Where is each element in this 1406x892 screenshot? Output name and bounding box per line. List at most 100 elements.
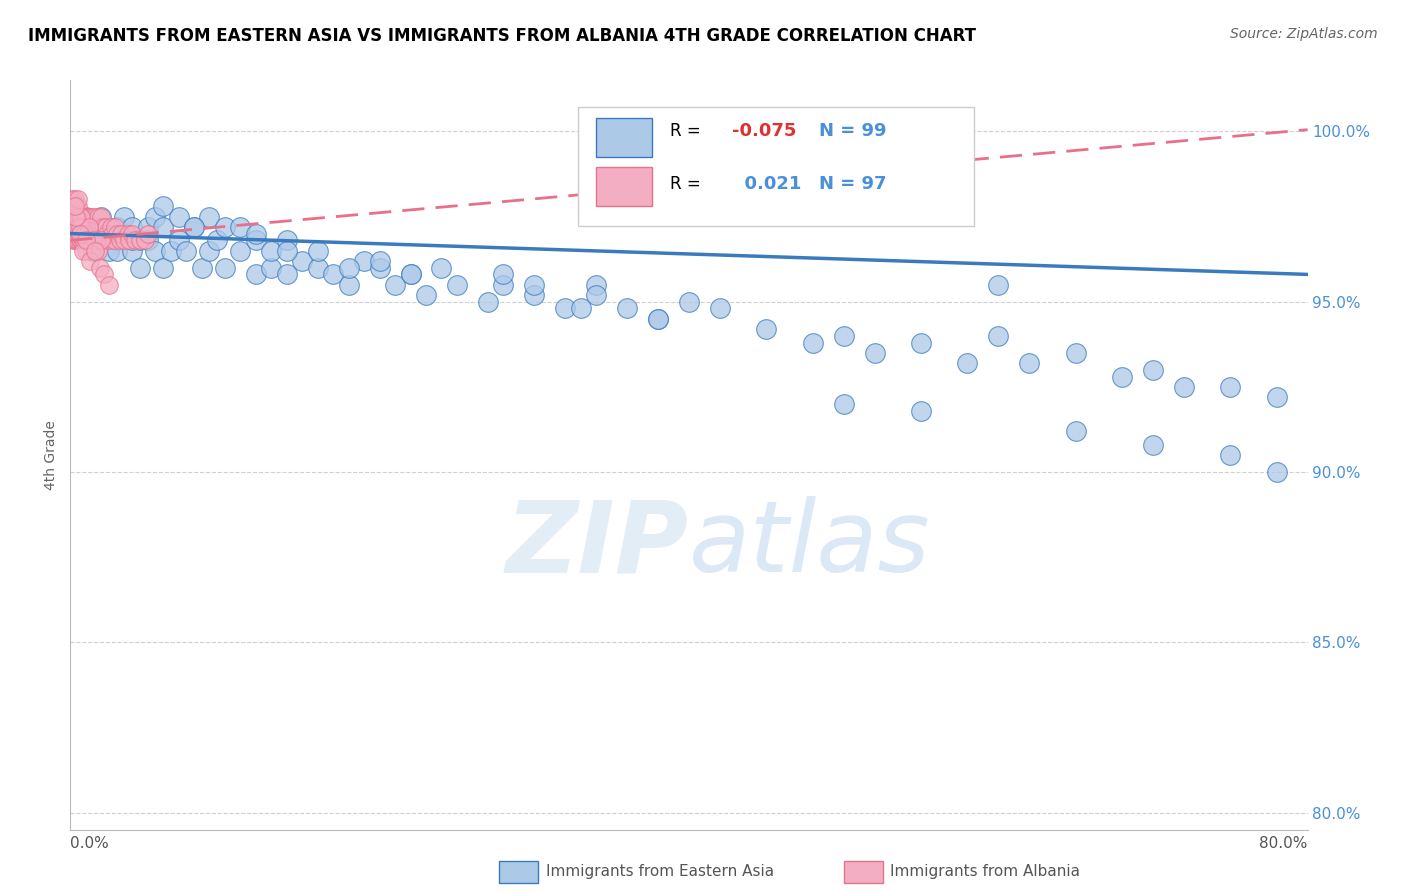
Point bbox=[69, 219, 91, 234]
Point bbox=[70, 219, 93, 234]
Point bbox=[245, 227, 267, 241]
Point bbox=[114, 227, 135, 241]
Point bbox=[67, 193, 90, 207]
Point bbox=[307, 260, 329, 275]
Point bbox=[245, 268, 267, 282]
Point bbox=[73, 233, 96, 247]
Point bbox=[62, 219, 84, 234]
Point bbox=[477, 294, 499, 309]
Point bbox=[1111, 369, 1133, 384]
Point bbox=[65, 210, 87, 224]
Point bbox=[75, 227, 97, 241]
Point bbox=[134, 233, 156, 247]
Point bbox=[1219, 380, 1241, 394]
Point bbox=[276, 233, 298, 247]
Point bbox=[647, 311, 669, 326]
Point bbox=[145, 244, 166, 258]
Point bbox=[101, 227, 124, 241]
Point bbox=[76, 219, 98, 234]
Point bbox=[616, 301, 638, 316]
Point bbox=[353, 253, 375, 268]
Point bbox=[117, 227, 139, 241]
Point bbox=[86, 233, 108, 247]
Point bbox=[260, 244, 283, 258]
Point bbox=[65, 233, 87, 247]
Point bbox=[183, 219, 205, 234]
Point bbox=[910, 403, 932, 417]
Point bbox=[98, 277, 120, 292]
Point bbox=[124, 233, 146, 247]
Point bbox=[90, 233, 112, 247]
Point bbox=[987, 277, 1010, 292]
Point bbox=[1142, 363, 1164, 377]
Point bbox=[105, 227, 128, 241]
Point bbox=[368, 260, 391, 275]
Point bbox=[89, 219, 111, 234]
Point bbox=[755, 322, 778, 336]
Point bbox=[84, 210, 107, 224]
Point bbox=[65, 219, 87, 234]
Point bbox=[104, 219, 127, 234]
Point bbox=[430, 260, 453, 275]
Point bbox=[94, 219, 117, 234]
Point bbox=[121, 227, 143, 241]
Point bbox=[554, 301, 576, 316]
Point bbox=[1219, 448, 1241, 462]
Point bbox=[75, 233, 97, 247]
Point bbox=[183, 219, 205, 234]
Point bbox=[75, 210, 97, 224]
Point bbox=[93, 227, 115, 241]
Point bbox=[90, 210, 112, 224]
Point bbox=[77, 227, 100, 241]
Text: -0.075: -0.075 bbox=[733, 122, 797, 140]
FancyBboxPatch shape bbox=[578, 106, 973, 227]
Point bbox=[105, 219, 128, 234]
Point bbox=[152, 199, 174, 213]
Point bbox=[73, 210, 96, 224]
Point bbox=[70, 233, 93, 247]
Text: atlas: atlas bbox=[689, 496, 931, 593]
Text: R =: R = bbox=[671, 122, 702, 140]
Point bbox=[585, 277, 607, 292]
Point bbox=[399, 268, 422, 282]
Point bbox=[82, 244, 105, 258]
Point bbox=[96, 227, 118, 241]
Point bbox=[1265, 390, 1288, 404]
Point bbox=[105, 233, 128, 247]
Point bbox=[260, 260, 283, 275]
Point bbox=[86, 219, 108, 234]
Point bbox=[90, 210, 112, 224]
Point bbox=[63, 219, 86, 234]
FancyBboxPatch shape bbox=[596, 167, 652, 206]
Point bbox=[523, 288, 546, 302]
Point bbox=[90, 227, 112, 241]
Point bbox=[110, 227, 132, 241]
Point bbox=[415, 288, 437, 302]
Point bbox=[167, 210, 190, 224]
Point bbox=[368, 253, 391, 268]
Point bbox=[832, 328, 855, 343]
Point bbox=[136, 233, 159, 247]
Text: ZIP: ZIP bbox=[506, 496, 689, 593]
Point bbox=[114, 233, 135, 247]
Point bbox=[863, 345, 886, 359]
Text: 0.0%: 0.0% bbox=[70, 837, 110, 851]
Text: Immigrants from Albania: Immigrants from Albania bbox=[890, 864, 1080, 879]
Point bbox=[956, 356, 979, 370]
Point bbox=[69, 227, 91, 241]
Point bbox=[84, 244, 107, 258]
Text: R =: R = bbox=[671, 175, 702, 193]
Point bbox=[152, 219, 174, 234]
Point bbox=[82, 233, 105, 247]
Point bbox=[98, 227, 120, 241]
Point bbox=[987, 328, 1010, 343]
Point bbox=[60, 193, 83, 207]
Point bbox=[67, 199, 90, 213]
Point bbox=[492, 277, 515, 292]
Text: IMMIGRANTS FROM EASTERN ASIA VS IMMIGRANTS FROM ALBANIA 4TH GRADE CORRELATION CH: IMMIGRANTS FROM EASTERN ASIA VS IMMIGRAN… bbox=[28, 27, 976, 45]
Point bbox=[198, 244, 221, 258]
Point bbox=[67, 219, 90, 234]
Point bbox=[63, 210, 86, 224]
Point bbox=[80, 227, 103, 241]
Point bbox=[214, 260, 236, 275]
